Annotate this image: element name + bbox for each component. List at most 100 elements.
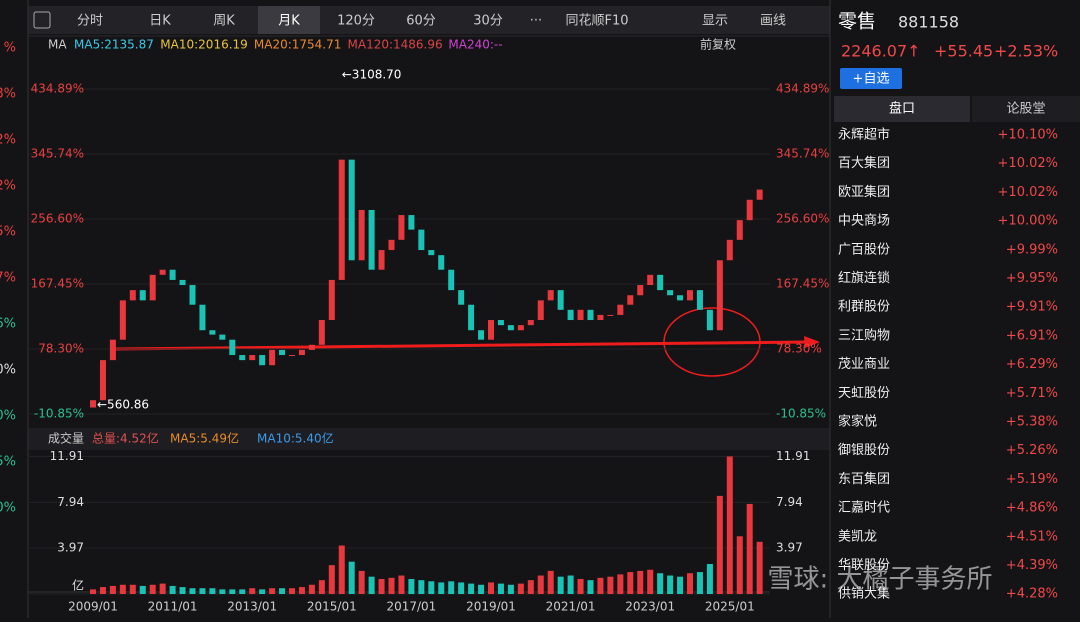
- volume-bar: [119, 584, 126, 594]
- stock-name[interactable]: 供销大集: [838, 586, 890, 602]
- quote-pct: +2.53%: [994, 42, 1058, 61]
- volume-bar: [667, 575, 674, 594]
- display-button[interactable]: 显示: [702, 14, 728, 29]
- toolbar: [28, 6, 830, 34]
- volume-bar: [109, 585, 116, 594]
- stock-name[interactable]: 华联股份: [838, 558, 890, 573]
- clipped-label: 2%: [0, 133, 16, 148]
- volume-bar: [418, 580, 425, 594]
- toolbar-tab[interactable]: ···: [530, 14, 542, 29]
- volume-bar: [328, 565, 335, 594]
- volume-bar: [547, 570, 554, 594]
- layout-icon[interactable]: [33, 11, 51, 29]
- x-tick-label: 2015/01: [307, 600, 357, 614]
- quote-change: +55.45: [934, 42, 993, 61]
- tab-label[interactable]: 盘口: [889, 101, 915, 117]
- candle: [478, 330, 485, 340]
- candle: [259, 355, 266, 366]
- candle: [289, 355, 295, 357]
- volume-bar: [438, 582, 445, 594]
- volume-bar: [179, 587, 186, 594]
- x-tick-label: 2021/01: [546, 600, 596, 614]
- stock-change: +4.28%: [1006, 587, 1058, 602]
- toolbar-tab[interactable]: 分时: [77, 14, 103, 29]
- toolbar-tab[interactable]: 60分: [406, 14, 436, 29]
- toolbar-tab[interactable]: 周K: [213, 14, 235, 29]
- stock-name[interactable]: 百大集团: [838, 155, 890, 171]
- stock-name[interactable]: 东百集团: [838, 471, 890, 487]
- y-tick-label: 345.74%: [776, 147, 829, 161]
- add-button[interactable]: [840, 68, 902, 89]
- candle: [438, 255, 445, 270]
- tab-label[interactable]: 论股堂: [1006, 102, 1045, 117]
- stock-name[interactable]: 茂业商业: [838, 357, 890, 372]
- y-tick-label: 167.45%: [776, 276, 829, 290]
- volume-bar: [507, 584, 514, 594]
- stock-name[interactable]: 广百股份: [838, 242, 890, 257]
- stock-name[interactable]: 天虹股份: [838, 386, 890, 401]
- y-tick-label: 3.97: [57, 541, 84, 555]
- volume-bar: [209, 588, 216, 594]
- volume-bar: [159, 583, 166, 594]
- toolbar-tab[interactable]: 月K: [278, 14, 300, 29]
- volume-bar: [567, 575, 574, 594]
- clipped-label: 0%: [0, 409, 16, 424]
- volume-bar: [368, 576, 375, 594]
- y-tick-label: 434.89%: [31, 82, 84, 96]
- stock-name[interactable]: 汇嘉时代: [838, 501, 890, 516]
- tab-bg[interactable]: [972, 96, 1080, 122]
- volume-bar: [677, 576, 684, 594]
- volume-bar: [239, 589, 246, 594]
- volume-bar: [557, 576, 564, 594]
- candle: [706, 309, 713, 331]
- toolbar-tab[interactable]: 日K: [149, 14, 171, 29]
- stock-name[interactable]: 三江购物: [838, 327, 890, 343]
- volume-bar: [597, 577, 604, 594]
- stock-name[interactable]: 御银股份: [838, 443, 890, 458]
- candle: [468, 304, 475, 331]
- stock-name[interactable]: 欧亚集团: [838, 184, 890, 200]
- stock-name[interactable]: 家家悦: [838, 414, 877, 430]
- adjust-label[interactable]: 前复权: [700, 37, 736, 52]
- add-label[interactable]: +自选: [853, 72, 890, 87]
- stock-name[interactable]: 美凯龙: [838, 529, 877, 544]
- stock-name[interactable]: 永辉超市: [838, 127, 890, 143]
- candle: [567, 309, 574, 321]
- volume-header: [28, 428, 830, 450]
- candle: [159, 269, 166, 275]
- stock-change: +10.02%: [998, 185, 1058, 200]
- volume-bar: [458, 582, 465, 594]
- candle: [547, 290, 554, 301]
- clipped-label: 6%: [0, 317, 16, 332]
- candle: [726, 239, 733, 261]
- candle: [279, 349, 286, 356]
- toolbar-tab[interactable]: 30分: [473, 14, 503, 29]
- y-tick-label: -10.85%: [34, 406, 84, 420]
- toolbar-tab[interactable]: 同花顺F10: [565, 13, 628, 29]
- y-tick-label: 11.91: [776, 449, 810, 463]
- y-tick-label: 3.97: [776, 541, 803, 555]
- draw-button[interactable]: 画线: [760, 14, 786, 29]
- candle: [338, 159, 345, 280]
- stock-name[interactable]: 红旗连锁: [838, 270, 890, 286]
- stock-name[interactable]: 中央商场: [838, 214, 890, 229]
- candle: [408, 215, 415, 230]
- legend-entry: MA240:--: [448, 38, 502, 52]
- clipped-label: %: [4, 41, 16, 56]
- x-tick-label: 2011/01: [148, 600, 198, 614]
- volume-bar: [219, 589, 226, 594]
- volume-bar: [408, 578, 415, 594]
- candle: [249, 355, 256, 361]
- candle: [318, 320, 325, 345]
- stock-change: +9.95%: [1006, 271, 1058, 286]
- tab-bg[interactable]: [834, 96, 970, 122]
- stock-change: +5.38%: [1006, 415, 1058, 430]
- y-tick-label: 78.30%: [38, 341, 84, 355]
- toolbar-tab[interactable]: 120分: [337, 14, 375, 29]
- stock-name[interactable]: 利群股份: [838, 300, 890, 315]
- stock-change: +5.19%: [1006, 472, 1058, 487]
- candle: [607, 314, 614, 316]
- volume-bar: [139, 585, 146, 594]
- y-tick-label: 345.74%: [31, 147, 84, 161]
